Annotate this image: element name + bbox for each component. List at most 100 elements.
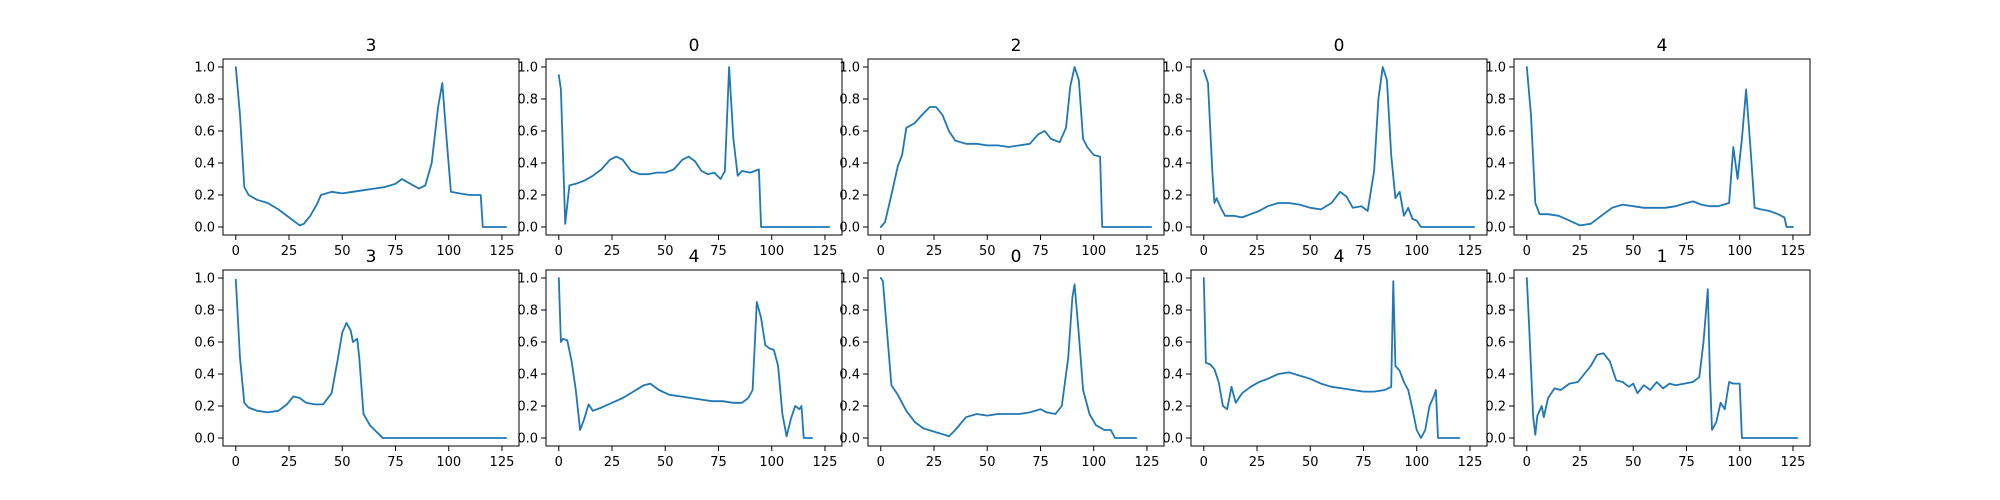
x-tick-label: 25: [1249, 244, 1266, 259]
x-tick-label: 25: [281, 244, 298, 259]
x-tick-label: 75: [1355, 455, 1372, 470]
x-tick-label: 50: [979, 244, 996, 259]
y-tick-label: 0.0: [517, 432, 538, 447]
series-line: [234, 278, 508, 439]
y-tick-label: 0.2: [194, 189, 215, 204]
series-line: [879, 277, 1138, 439]
x-tick-label: 125: [1458, 244, 1483, 259]
y-tick-label: 0.8: [839, 93, 860, 108]
y-tick-label: 0.2: [194, 400, 215, 415]
x-tick-label: 0: [877, 455, 885, 470]
panel-7: 4 0 25 50 75 100 125 0.0 0.2 0.4 0.6 0.8 1.0: [517, 247, 843, 470]
y-tick-label: 0.2: [1485, 400, 1506, 415]
y-tick-label: 0.6: [517, 125, 538, 140]
y-tick-label: 0.6: [1485, 125, 1506, 140]
y-tick-label: 0.0: [194, 221, 215, 236]
panel-title: 4: [689, 247, 700, 267]
panel-10: 1 0 25 50 75 100 125 0.0 0.2 0.4 0.6 0.8 1.0: [1485, 247, 1811, 470]
x-tick-label: 125: [1458, 455, 1483, 470]
x-tick-label: 25: [926, 244, 943, 259]
y-tick-label: 0.8: [1485, 93, 1506, 108]
x-tick-label: 50: [1302, 244, 1319, 259]
axes-frame: [1513, 269, 1811, 447]
y-tick-label: 0.4: [839, 368, 860, 383]
x-tick-label: 125: [490, 455, 515, 470]
x-tick-label: 50: [334, 244, 351, 259]
panel-title: 0: [1334, 36, 1345, 56]
x-tick-label: 0: [232, 244, 240, 259]
x-tick-label: 100: [1081, 455, 1106, 470]
y-tick-label: 0.8: [194, 304, 215, 319]
x-tick-label: 100: [436, 455, 461, 470]
y-tick-label: 0.4: [1162, 368, 1183, 383]
panel-title: 4: [1334, 247, 1345, 267]
y-tick-label: 0.0: [517, 221, 538, 236]
y-tick-label: 0.0: [839, 432, 860, 447]
axes-frame: [1190, 58, 1488, 236]
y-tick-label: 0.8: [517, 93, 538, 108]
x-tick-label: 75: [710, 455, 727, 470]
y-tick-label: 0.8: [194, 93, 215, 108]
axes-frame: [1190, 269, 1488, 447]
y-tick-label: 0.2: [1162, 400, 1183, 415]
x-tick-label: 50: [979, 455, 996, 470]
y-tick-label: 0.6: [1162, 125, 1183, 140]
y-tick-label: 0.4: [194, 157, 215, 172]
x-tick-label: 50: [1302, 455, 1319, 470]
panel-title: 2: [1011, 36, 1022, 56]
y-tick-label: 0.2: [517, 400, 538, 415]
x-tick-label: 0: [1523, 455, 1531, 470]
series-line: [1525, 66, 1794, 228]
x-tick-label: 50: [334, 455, 351, 470]
y-tick-label: 0.4: [517, 157, 538, 172]
y-tick-label: 1.0: [1485, 272, 1506, 287]
y-tick-label: 0.0: [194, 432, 215, 447]
x-tick-label: 75: [1032, 455, 1049, 470]
y-tick-label: 0.4: [1162, 157, 1183, 172]
series-line: [1202, 66, 1476, 228]
x-tick-label: 0: [877, 244, 885, 259]
y-tick-label: 0.4: [839, 157, 860, 172]
panel-2: 0 0 25 50 75 100 125 0.0 0.2 0.4 0.6 0.8 1.0: [517, 36, 843, 259]
series-line: [1525, 277, 1799, 439]
y-tick-label: 0.2: [1162, 189, 1183, 204]
x-tick-label: 100: [759, 244, 784, 259]
y-tick-label: 0.6: [1485, 336, 1506, 351]
x-tick-label: 100: [1404, 244, 1429, 259]
y-tick-label: 1.0: [1485, 61, 1506, 76]
y-tick-label: 1.0: [1162, 61, 1183, 76]
x-tick-label: 25: [1572, 244, 1589, 259]
y-tick-label: 0.6: [517, 336, 538, 351]
x-tick-label: 100: [759, 455, 784, 470]
x-tick-label: 100: [1727, 455, 1752, 470]
x-tick-label: 75: [387, 455, 404, 470]
axes-frame: [867, 269, 1165, 447]
axes-frame: [222, 58, 520, 236]
x-tick-label: 100: [1081, 244, 1106, 259]
x-tick-label: 25: [1572, 455, 1589, 470]
series-line: [879, 66, 1153, 228]
series-line: [557, 277, 814, 439]
axes-frame: [545, 58, 843, 236]
y-tick-label: 0.0: [839, 221, 860, 236]
y-tick-label: 0.0: [1162, 221, 1183, 236]
x-tick-label: 0: [232, 455, 240, 470]
x-tick-label: 100: [1727, 244, 1752, 259]
y-tick-label: 0.2: [839, 400, 860, 415]
axes-frame: [867, 58, 1165, 236]
y-tick-label: 0.8: [839, 304, 860, 319]
x-tick-label: 75: [1355, 244, 1372, 259]
panel-title: 4: [1657, 36, 1668, 56]
x-tick-label: 50: [1625, 455, 1642, 470]
y-tick-label: 0.0: [1162, 432, 1183, 447]
x-tick-label: 50: [1625, 244, 1642, 259]
y-tick-label: 0.4: [194, 368, 215, 383]
panel-1: 3 0 25 50 75 100 125 0.0 0.2 0.4 0.6 0.8 1.0: [194, 36, 520, 259]
axes-frame: [545, 269, 843, 447]
x-tick-label: 0: [555, 244, 563, 259]
series-line: [557, 66, 831, 228]
y-tick-label: 0.8: [517, 304, 538, 319]
x-tick-label: 125: [490, 244, 515, 259]
x-tick-label: 50: [657, 455, 674, 470]
